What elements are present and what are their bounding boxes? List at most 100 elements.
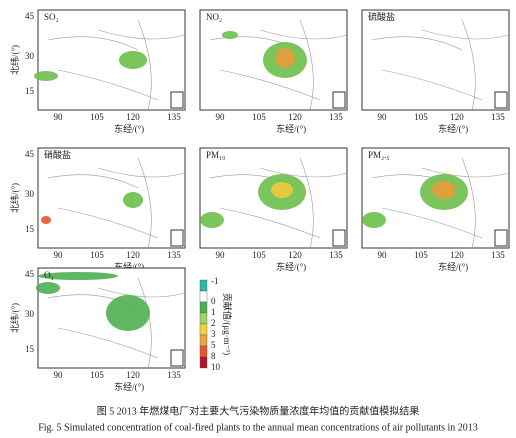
border-line [381, 69, 483, 101]
panel-label: 硝酸盐 [44, 149, 71, 160]
x-tick-label: 90 [216, 112, 226, 122]
colorbar-tick: 10 [211, 362, 221, 372]
y-tick-label: 15 [25, 86, 35, 96]
border-line [371, 36, 463, 51]
panel-label: 硫酸盐 [368, 11, 395, 22]
x-tick-label: 105 [414, 112, 428, 122]
y-axis-label: 北纬/(°) [9, 303, 20, 333]
map-panel: SO₂ 90 105 120 135 东经/(°) 45 30 15 北纬/(°) [9, 9, 186, 134]
map-frame [37, 9, 186, 111]
x-tick-label: 135 [329, 250, 343, 260]
border-line [137, 19, 152, 111]
map-frame [361, 9, 510, 111]
x-tick-label: 135 [329, 112, 343, 122]
x-tick-label: 135 [167, 250, 181, 260]
border-line [461, 19, 476, 111]
border-line [47, 36, 139, 51]
colorbar-tick: 8 [211, 351, 216, 361]
inset-box [494, 229, 508, 247]
colorbar-tick: 0 [211, 296, 216, 306]
x-tick-label: 90 [54, 112, 64, 122]
map-frame [37, 147, 186, 249]
caption-zh: 图 5 2013 年燃煤电厂对主要大气污染物质量浓度年均值的贡献值模拟结果 [97, 404, 420, 417]
colorbar-tick: 3 [211, 329, 216, 339]
x-tick-label: 120 [288, 112, 302, 122]
border-line [57, 69, 159, 101]
x-axis-label: 东经/(°) [114, 381, 144, 392]
map-panel: PM₁₀ 90 105 120 135 东经/(°) [199, 147, 348, 272]
y-tick-label: 15 [25, 344, 35, 354]
map-panel: NO₂ 90 105 120 135 东经/(°) [199, 9, 348, 134]
border-line [299, 19, 314, 111]
x-tick-label: 120 [126, 250, 140, 260]
x-tick-label: 120 [450, 112, 464, 122]
x-axis-label: 东经/(°) [438, 123, 468, 134]
panel-label: PM₁₀ [206, 150, 225, 160]
inset-box [332, 229, 346, 247]
panel-label: O₃ [44, 270, 54, 280]
inset-box [170, 349, 184, 367]
concentration-area [271, 182, 293, 198]
map-panel: PM₂.₅ 90 105 120 135 东经/(°) [361, 147, 510, 272]
x-tick-label: 120 [450, 250, 464, 260]
colorbar-segment [199, 279, 208, 292]
border-line [299, 157, 314, 249]
caption-en: Fig. 5 Simulated concentration of coal-f… [38, 422, 478, 433]
x-tick-label: 135 [167, 370, 181, 380]
x-tick-label: 105 [252, 112, 266, 122]
x-tick-label: 105 [414, 250, 428, 260]
x-tick-label: 120 [126, 370, 140, 380]
concentration-area [41, 216, 51, 224]
border-line [57, 207, 159, 239]
y-axis-label: 北纬/(°) [9, 183, 20, 213]
inset-box [170, 91, 184, 109]
concentration-area [222, 31, 238, 39]
colorbar-tick: -1 [211, 276, 219, 286]
x-tick-label: 90 [216, 250, 226, 260]
concentration-area [123, 192, 143, 208]
x-tick-label: 120 [288, 250, 302, 260]
y-axis-label: 北纬/(°) [9, 45, 20, 75]
x-tick-label: 90 [54, 370, 64, 380]
colorbar-segment [199, 290, 208, 303]
map-panel: O₃ 90 105 120 135 东经/(°) 45 30 15 北纬/(°) [9, 267, 186, 392]
concentration-area [432, 181, 456, 199]
colorbar-segment [199, 312, 208, 325]
x-axis-label: 东经/(°) [114, 123, 144, 134]
inset-box [494, 91, 508, 109]
concentration-area [275, 48, 295, 68]
x-tick-label: 90 [378, 112, 388, 122]
y-tick-label: 30 [25, 309, 35, 319]
border-line [219, 69, 321, 101]
concentration-area [106, 295, 150, 331]
concentration-area [34, 71, 58, 81]
x-tick-label: 135 [491, 112, 505, 122]
y-tick-label: 45 [25, 269, 35, 279]
y-tick-label: 15 [25, 224, 35, 234]
border-line [219, 207, 321, 239]
x-tick-label: 105 [252, 250, 266, 260]
x-tick-label: 105 [90, 250, 104, 260]
concentration-area [200, 212, 224, 228]
concentration-area [119, 51, 147, 69]
panel-label: PM₂.₅ [368, 150, 390, 160]
y-tick-label: 45 [25, 11, 35, 21]
panel-label: SO₂ [44, 12, 59, 22]
concentration-area [38, 272, 118, 280]
colorbar-segment [199, 334, 208, 347]
colorbar-label: 贡献值/(μg·m⁻³) [222, 293, 233, 355]
x-tick-label: 135 [167, 112, 181, 122]
colorbar-tick: 1 [211, 307, 216, 317]
colorbar-tick: 5 [211, 340, 216, 350]
x-axis-label: 东经/(°) [276, 123, 306, 134]
x-tick-label: 105 [90, 112, 104, 122]
map-panel: 硫酸盐 90 105 120 135 东经/(°) [361, 9, 510, 134]
y-tick-label: 30 [25, 189, 35, 199]
colorbar-tick: 2 [211, 318, 216, 328]
border-line [137, 157, 152, 249]
border-line [47, 174, 139, 189]
x-tick-label: 90 [378, 250, 388, 260]
x-axis-label: 东经/(°) [114, 261, 144, 272]
border-line [381, 207, 483, 239]
